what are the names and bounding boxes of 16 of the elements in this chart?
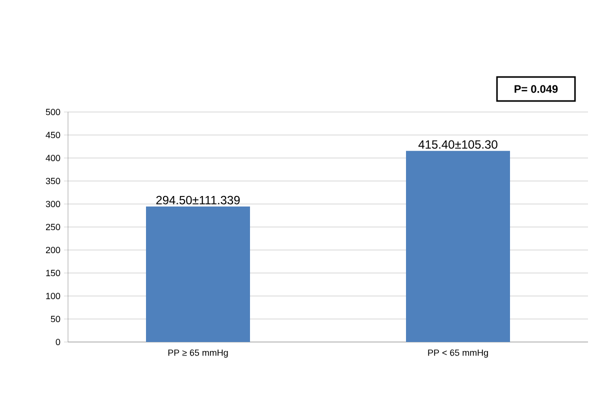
y-tick-label: 450	[46, 132, 60, 138]
y-tick-label: 350	[46, 178, 60, 184]
y-tick-label: 50	[50, 316, 60, 322]
y-tick-label: 100	[46, 292, 60, 300]
x-tick-label: PP < 65 mmHg	[428, 350, 488, 358]
data-label: 415.40±105.30	[418, 140, 498, 149]
y-tick-label: 200	[46, 246, 60, 254]
text: P= 0.049	[514, 85, 558, 93]
y-tick-label: 300	[46, 200, 60, 208]
x-tick-label: PP ≥ 65 mmHg	[168, 350, 228, 358]
y-tick-label: 0	[56, 338, 60, 346]
y-tick-label: 250	[46, 224, 60, 230]
y-tick-label: 150	[46, 270, 60, 276]
y-tick-label: 400	[46, 154, 60, 162]
y-tick-label: 500	[46, 108, 60, 116]
data-label: 294.50±111.339	[156, 196, 240, 204]
